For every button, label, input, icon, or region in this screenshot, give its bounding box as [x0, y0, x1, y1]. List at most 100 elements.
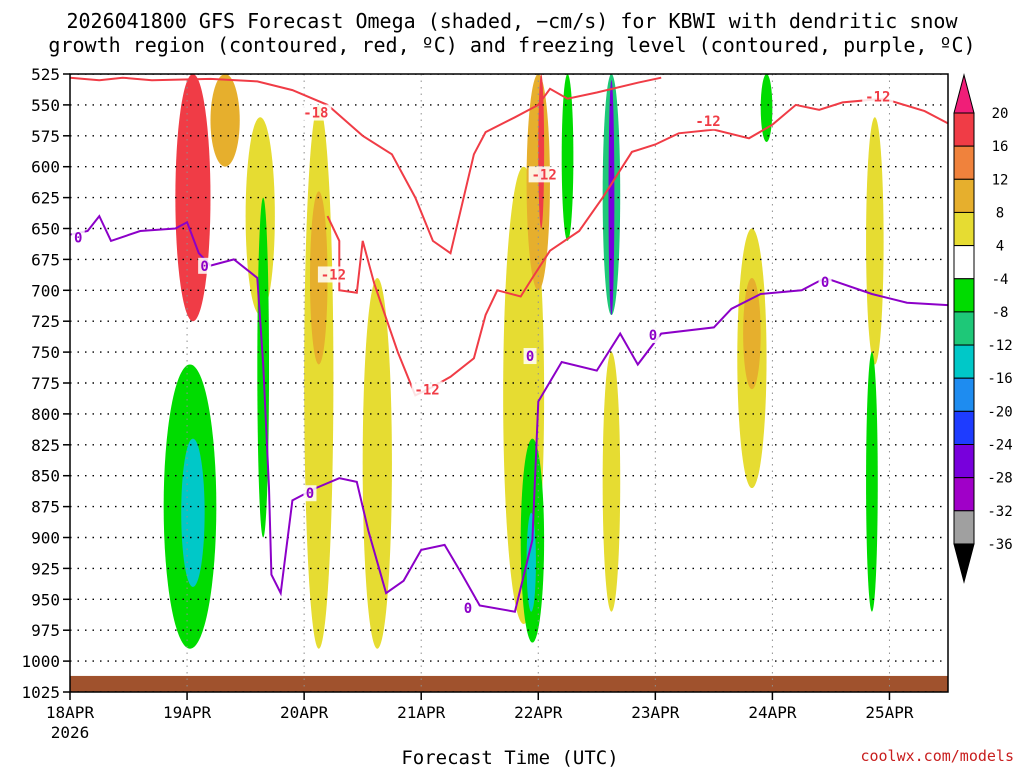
contour-label-bg-6: [71, 229, 85, 246]
colorbar-label-4: 4: [996, 239, 1004, 255]
x-tick-label-4: 23APR: [631, 703, 680, 722]
y-tick-label-19: 1000: [21, 652, 60, 671]
omega-shade-21: [760, 74, 773, 142]
y-tick-label-10: 775: [31, 374, 60, 393]
omega-shade-18: [602, 352, 621, 612]
y-tick-label-0: 525: [31, 65, 60, 84]
colorbar-label-2: 12: [992, 172, 1009, 188]
colorbar-label-0: 20: [992, 106, 1009, 122]
contour-label-bg-4: [692, 113, 724, 130]
contour-label-bg-7: [198, 257, 212, 274]
colorbar-band-1: [953, 145, 975, 180]
x-tick-label-6: 25APR: [865, 703, 914, 722]
omega-shade-2: [210, 74, 240, 167]
contour-label-bg-12: [818, 273, 832, 290]
contour-label-11: 0: [649, 328, 657, 344]
contour-label-bg-0: [300, 104, 332, 121]
contour-label-bg-2: [411, 381, 443, 398]
y-tick-label-5: 650: [31, 220, 60, 239]
contour-label-bg-1: [317, 266, 349, 283]
colorbar-band-7: [953, 344, 975, 379]
colorbar-label-3: 8: [996, 205, 1004, 221]
colorbar-label-13: -36: [987, 537, 1012, 553]
plot-area: -18 -12 -12 -12 -12 -12 0 0 0 0 0 0 0: [69, 73, 949, 693]
y-tick-label-2: 575: [31, 127, 60, 146]
y-tick-label-13: 850: [31, 467, 60, 486]
contour-label-7: 0: [200, 259, 208, 275]
plot-inner: -18 -12 -12 -12 -12 -12 0 0 0 0 0 0 0: [70, 74, 948, 692]
y-tick-label-8: 725: [31, 312, 60, 331]
freezing-level-contour: [70, 214, 948, 613]
colorbar-label-8: -16: [987, 371, 1012, 387]
omega-shade-23: [866, 352, 878, 612]
colorbar-band-3: [953, 211, 975, 247]
colorbar-label-5: -4: [992, 272, 1009, 288]
contour-label-6: 0: [74, 230, 82, 246]
omega-shade-5: [181, 438, 205, 587]
contour-label-0: -18: [303, 106, 328, 122]
y-tick-label-15: 900: [31, 529, 60, 548]
y-tick-label-14: 875: [31, 498, 60, 517]
x-tick-label-2: 21APR: [397, 703, 446, 722]
omega-shade-22: [866, 117, 884, 365]
colorbar-band-10: [953, 444, 975, 479]
colorbar-top-arrow: [953, 73, 975, 114]
colorbar-label-9: -20: [987, 404, 1012, 420]
y-tick-label-11: 800: [31, 405, 60, 424]
contour-label-bg-10: [523, 348, 537, 365]
y-tick-label-17: 950: [31, 590, 60, 609]
dgz-contour-lower: [326, 97, 948, 397]
y-tick-label-9: 750: [31, 343, 60, 362]
contour-label-8: 0: [306, 486, 314, 502]
contour-label-4: -12: [695, 114, 720, 130]
omega-shade-12: [538, 74, 545, 229]
contour-label-5: -12: [865, 89, 890, 105]
ground-fill: [70, 675, 948, 692]
y-tick-label-6: 675: [31, 250, 60, 269]
colorbar-label-6: -8: [992, 305, 1009, 321]
omega-shade-9: [362, 277, 392, 649]
y-tick-label-4: 625: [31, 189, 60, 208]
contour-label-2: -12: [414, 382, 439, 398]
dgz-contour-upper: [70, 76, 662, 255]
colorbar-label-7: -12: [987, 338, 1012, 354]
x-axis: 19APR 20APR 21APR 22APR 23APR 24APR 25APR: [69, 692, 914, 722]
omega-shade-20: [743, 277, 761, 390]
colorbar-label-11: -28: [987, 471, 1012, 487]
contour-label-bg-3: [528, 166, 560, 183]
colorbar-legend: 20 16 12 8 4 -4 -8 -12 -16 -20 -24 -28 -32 -36: [953, 73, 1013, 584]
colorbar-band-9: [953, 410, 975, 446]
y-tick-label-3: 600: [31, 158, 60, 177]
chart-title-line1: 2026041800 GFS Forecast Omega (shaded, −…: [66, 9, 958, 33]
colorbar-label-1: 16: [992, 139, 1009, 155]
x-start-label: 18APR: [46, 703, 95, 722]
contour-label-1: -12: [321, 267, 346, 283]
colorbar-bottom-arrow: [953, 543, 975, 584]
chart-title-line2: growth region (contoured, red, ºC) and f…: [48, 33, 975, 57]
colorbar-band-4: [953, 245, 975, 280]
colorbar-band-8: [953, 377, 975, 412]
y-axis: 525 550 575 600 625 650 675 700 725 750 775 800 825 8…: [21, 65, 70, 702]
x-tick-label-0: 19APR: [163, 703, 212, 722]
colorbar-band-5: [953, 278, 975, 313]
x-tick-label-3: 22APR: [514, 703, 563, 722]
contour-label-3: -12: [531, 167, 556, 183]
credit-text: coolwx.com/models: [860, 747, 1014, 765]
y-tick-label-20: 1025: [21, 683, 60, 702]
x-axis-label: Forecast Time (UTC): [401, 747, 618, 768]
y-tick-label-12: 825: [31, 436, 60, 455]
x-tick-label-5: 24APR: [748, 703, 797, 722]
x-start-year: 2026: [51, 723, 90, 742]
colorbar-band-11: [953, 477, 975, 512]
colorbar-band-6: [953, 311, 975, 346]
y-tick-label-18: 975: [31, 621, 60, 640]
colorbar-label-10: -24: [987, 438, 1012, 454]
colorbar-band-2: [953, 178, 975, 213]
contour-label-bg-11: [646, 327, 660, 344]
contour-label-10: 0: [526, 349, 534, 365]
omega-shade-7: [304, 104, 334, 649]
contour-label-bg-8: [303, 485, 317, 502]
contour-label-bg-9: [461, 600, 475, 617]
x-tick-label-1: 20APR: [280, 703, 329, 722]
